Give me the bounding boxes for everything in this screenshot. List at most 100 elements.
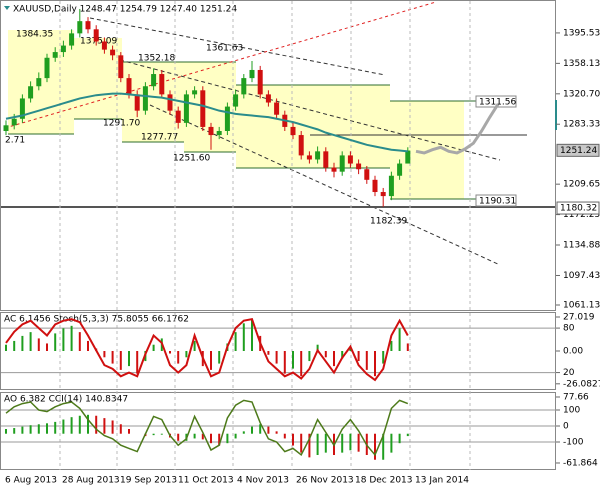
candle-body <box>192 90 198 95</box>
x-tick-label: 4 Nov 2013 <box>237 476 289 486</box>
candle-body <box>77 21 83 34</box>
candle-body <box>200 90 206 127</box>
x-tick-label: 28 Aug 2013 <box>62 476 120 486</box>
trend-line <box>4 1 437 129</box>
candle-body <box>28 86 34 99</box>
candle-body <box>257 69 263 95</box>
price-label-box <box>556 143 600 157</box>
candle-body <box>265 94 271 103</box>
x-tick-label: 18 Dec 2013 <box>355 476 413 486</box>
candle-body <box>372 179 378 193</box>
candle-body <box>224 106 230 131</box>
x-tick-label: 26 Nov 2013 <box>296 476 354 486</box>
annotation: 1384.35 <box>16 30 53 40</box>
annotation: 1361.63 <box>206 44 243 54</box>
y-tick-label: 1134.88 <box>563 241 600 251</box>
y-tick-label: 1283.33 <box>563 120 600 130</box>
y-tick-label: 100 <box>563 406 580 416</box>
projection <box>415 103 500 155</box>
y-tick-label: -61.864 <box>563 458 598 468</box>
candle-body <box>175 110 181 123</box>
y-tick-label: 1320.70 <box>563 89 600 99</box>
annotation: 1190.31 <box>479 197 516 207</box>
candle-body <box>233 94 239 107</box>
candle-body <box>126 78 132 95</box>
moving-average <box>5 92 408 153</box>
annotation: 1352.18 <box>138 54 175 64</box>
candle-body <box>60 45 66 53</box>
y-tick-label: 20 <box>563 368 575 378</box>
x-tick-label: 11 Oct 2013 <box>178 476 234 486</box>
annotation: 2.71 <box>5 136 25 146</box>
candle-body <box>339 155 345 172</box>
candle-body <box>19 98 25 119</box>
candle-body <box>356 163 362 170</box>
candle-body <box>290 126 296 136</box>
channels <box>89 17 501 266</box>
y-tick-label: 1395.53 <box>563 28 600 38</box>
candle-body <box>101 41 107 50</box>
y-tick-label: 1172.25 <box>563 210 600 220</box>
candle-body <box>36 78 42 87</box>
y-tick-label: 1061.13 <box>563 301 600 311</box>
y-tick-label: -26.0827 <box>563 379 600 389</box>
y-tick-label: -100 <box>563 438 584 448</box>
y-tick-label: 0 <box>563 422 569 432</box>
y-tick-label: 77.66 <box>563 392 589 402</box>
candle-body <box>331 167 337 172</box>
y-tick-label: 1209.65 <box>563 180 600 190</box>
ao-title: AO 6.382 CCI(14) 140.8347 <box>4 395 128 405</box>
annotation: 1182.39 <box>370 217 407 227</box>
candle-body <box>249 69 255 79</box>
candle-body <box>323 151 329 168</box>
candle-body <box>306 155 312 160</box>
annotation: 1277.77 <box>141 133 178 143</box>
candle-body <box>159 74 165 95</box>
annotation: 1291.70 <box>103 119 140 129</box>
x-tick-label: 6 Aug 2013 <box>5 476 57 486</box>
candle-body <box>151 74 157 87</box>
y-tick-label: 27.019 <box>563 313 595 323</box>
candle-body <box>397 163 403 176</box>
annotation: 1311.56 <box>479 98 516 108</box>
candle-body <box>52 52 58 58</box>
cci-line <box>5 399 409 457</box>
candle-body <box>85 21 91 30</box>
y-tick-label: 0.00 <box>563 347 583 357</box>
candle-body <box>69 33 75 46</box>
candle-body <box>11 118 17 126</box>
price-label: 1251.24 <box>560 146 597 156</box>
candle-body <box>93 29 99 42</box>
ac-title: AC 6.1456 Stoch(5,3,3) 75.8055 66.1762 <box>4 315 189 325</box>
header-icon <box>4 6 10 10</box>
annotation-box <box>475 194 517 207</box>
candle-body <box>274 102 280 115</box>
y-tick-label: 80 <box>563 324 575 334</box>
candle-body <box>134 94 140 111</box>
annotation: 1375.09 <box>80 37 117 47</box>
candle-body <box>298 135 304 156</box>
candle-body <box>208 126 214 136</box>
candle-body <box>380 192 386 197</box>
candle-body <box>110 49 116 56</box>
candle-body <box>347 155 353 164</box>
candle-body <box>118 55 124 79</box>
candle-body <box>216 130 222 136</box>
candle-body <box>388 175 394 197</box>
chart-title: XAUUSD,Daily 1248.47 1254.79 1247.40 125… <box>13 5 237 15</box>
y-tick-label: 1097.43 <box>563 271 600 281</box>
price-label-box <box>556 201 600 215</box>
price-label: 1180.32 <box>560 204 597 214</box>
annotation: 1251.60 <box>173 154 210 164</box>
stoch-line <box>5 318 409 382</box>
candle-body <box>167 94 173 111</box>
candle-body <box>142 86 148 111</box>
x-tick-label: 19 Sep 2013 <box>120 476 177 486</box>
y-tick-label: 1358.13 <box>563 59 600 69</box>
panel-frames <box>0 0 556 470</box>
candle-body <box>3 125 9 131</box>
x-tick-label: 13 Jan 2014 <box>415 476 469 486</box>
candle-body <box>364 169 370 180</box>
candle-body <box>241 78 247 95</box>
